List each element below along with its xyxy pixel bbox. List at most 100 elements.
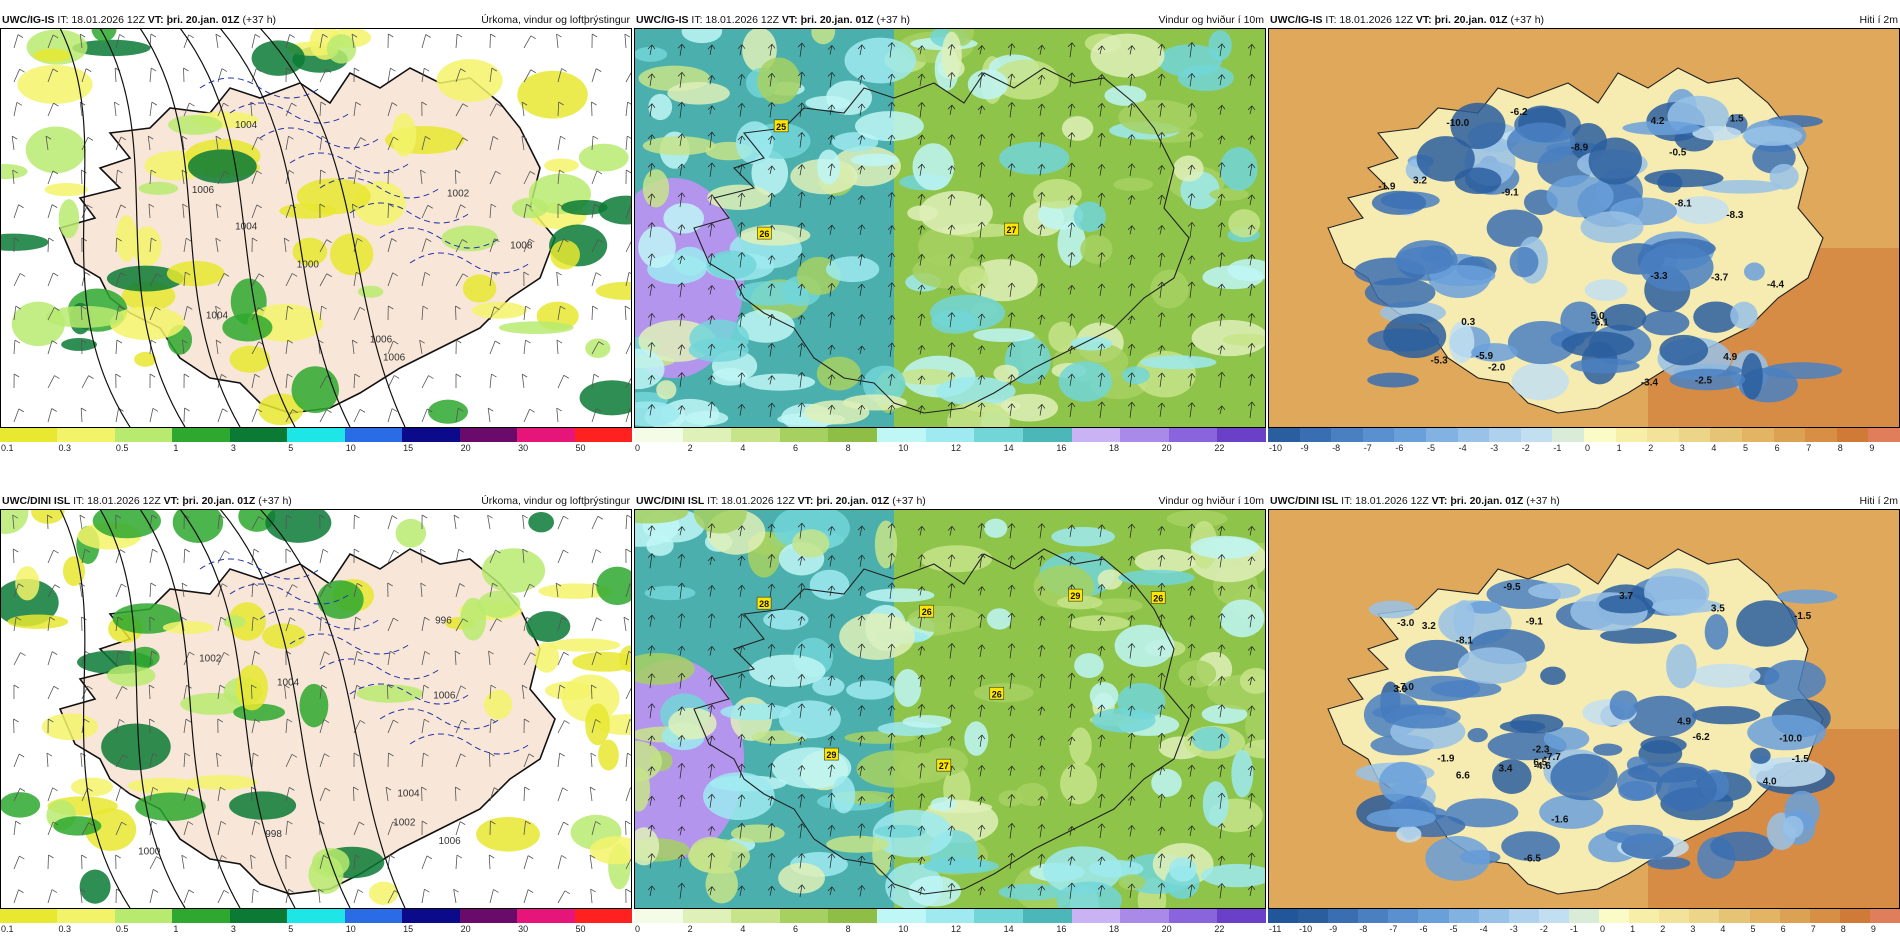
wind-arrow <box>1009 613 1013 629</box>
wind-barb-feather <box>148 684 155 689</box>
wind-arrowhead <box>1037 673 1046 679</box>
wind-arrowhead <box>1247 885 1256 891</box>
field-patch <box>1501 831 1560 862</box>
wind-arrow <box>1249 614 1253 628</box>
wind-barb <box>387 651 391 666</box>
wind-arrow <box>1129 673 1133 689</box>
colorbar-swatch <box>1217 428 1266 442</box>
colorbar-tick-label: 10 <box>898 924 909 934</box>
wind-barb-feather <box>393 719 399 724</box>
wind-barb <box>251 719 256 734</box>
wind-arrowhead <box>1067 524 1076 530</box>
wind-barb <box>47 375 55 389</box>
wind-arrowhead <box>707 194 716 199</box>
wind-arrowhead <box>827 675 836 681</box>
gust-marker: 29 <box>1068 588 1083 602</box>
wind-barb <box>455 305 457 321</box>
wind-barb <box>319 375 328 389</box>
colorbar-swatch <box>925 428 975 442</box>
wind-arrowhead <box>707 763 716 769</box>
wind-barb-feather <box>116 339 123 344</box>
temperature-label: 6.6 <box>1456 771 1470 782</box>
wind-arrowhead <box>947 253 956 259</box>
wind-arrowhead <box>1067 42 1076 48</box>
wind-barb <box>523 35 532 49</box>
wind-barb-feather <box>525 820 531 825</box>
wind-barb-feather <box>527 889 534 893</box>
wind-barb-feather <box>184 548 190 553</box>
wind-arrowhead <box>917 253 926 259</box>
wind-arrow <box>859 586 863 596</box>
wind-barb-feather <box>323 855 329 859</box>
wind-barb <box>557 375 565 389</box>
wind-arrowhead <box>1037 374 1046 380</box>
wind-barb-feather <box>52 68 59 73</box>
wind-arrow <box>949 613 953 629</box>
wind-arrowhead <box>1247 105 1256 111</box>
wind-barb-feather <box>215 33 222 38</box>
wind-arrow <box>1189 373 1193 387</box>
wind-arrow <box>889 644 893 658</box>
wind-arrow <box>979 674 983 688</box>
wind-arrow <box>949 883 953 899</box>
wind-barb <box>11 136 15 151</box>
wind-barb <box>521 685 525 700</box>
field-patch <box>1430 680 1502 698</box>
wind-barb-feather <box>285 548 292 553</box>
wind-barb-feather <box>458 548 464 553</box>
wind-arrowhead <box>1127 163 1136 169</box>
wind-barb <box>488 855 491 870</box>
wind-arrow <box>1159 793 1163 809</box>
colorbar-swatch <box>1839 909 1870 923</box>
wind-barb-feather <box>291 273 298 277</box>
wind-barb <box>215 340 219 355</box>
wind-arrowhead <box>1127 102 1136 108</box>
wind-arrowhead <box>1247 733 1256 739</box>
field-patch <box>1736 600 1798 647</box>
field-patch <box>585 338 611 359</box>
wind-arrow <box>649 342 653 358</box>
wind-arrow <box>769 255 773 265</box>
wind-arrowhead <box>947 224 956 230</box>
wind-barb <box>149 549 153 564</box>
wind-barb <box>217 855 222 870</box>
wind-barb-feather <box>529 408 535 413</box>
wind-barb <box>353 102 357 117</box>
wind-arrowhead <box>887 854 896 860</box>
wind-arrow <box>709 675 713 687</box>
wind-arrowhead <box>917 586 926 591</box>
wind-barb-feather <box>427 408 433 413</box>
wind-barb <box>217 583 223 598</box>
wind-barb-feather <box>460 68 466 73</box>
colorbar-swatch <box>114 909 173 923</box>
wind-arrowhead <box>737 584 746 590</box>
wind-barb-feather <box>220 786 226 791</box>
wind-arrow <box>799 674 803 688</box>
wind-arrow <box>1249 793 1253 809</box>
wind-arrow <box>1219 194 1223 206</box>
colorbar-tick-label: 30 <box>518 924 529 934</box>
field-patch <box>1744 262 1765 281</box>
wind-arrowhead <box>1157 826 1166 832</box>
wind-barb <box>387 102 393 117</box>
wind-barb <box>47 408 53 423</box>
wind-arrowhead <box>647 404 656 409</box>
wind-arrowhead <box>887 73 896 79</box>
wind-arrowhead <box>1007 612 1016 618</box>
wind-arrowhead <box>737 192 746 198</box>
wind-barb <box>115 617 119 632</box>
wind-arrowhead <box>1067 555 1076 561</box>
wind-barb-feather <box>254 650 260 655</box>
temperature-label: -5.9 <box>1476 351 1494 362</box>
field-patch <box>1097 569 1123 590</box>
wind-arrow <box>859 44 863 56</box>
wind-arrow <box>739 193 743 207</box>
wind-barb <box>251 821 256 836</box>
temperature-label: 3.2 <box>1422 621 1436 632</box>
map-panel-precip: UWC/IG-IS IT: 18.01.2026 12Z VT: þri. 20… <box>0 12 632 457</box>
wind-arrowhead <box>827 555 836 560</box>
wind-barb-feather <box>490 33 496 38</box>
wind-barb <box>489 618 498 632</box>
wind-arrow <box>859 615 863 627</box>
wind-barb <box>453 889 457 904</box>
